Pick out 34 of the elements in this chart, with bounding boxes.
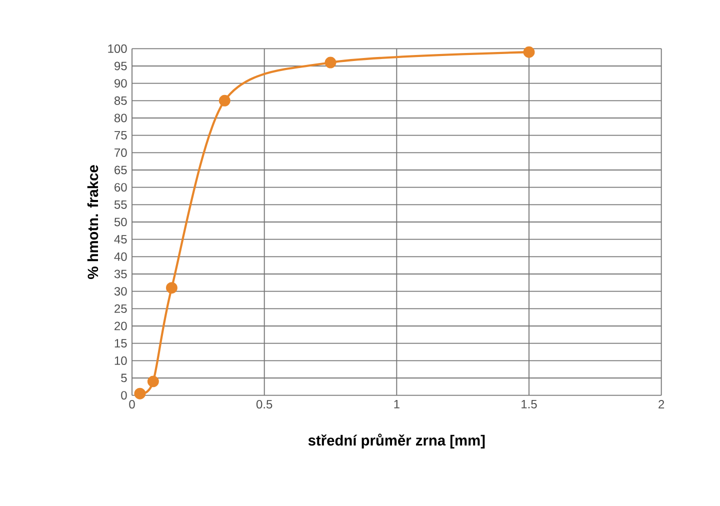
y-tick-label: 60 [114, 183, 127, 192]
y-tick-label: 80 [114, 114, 127, 122]
y-tick-label: 40 [114, 252, 127, 261]
y-tick-label: 0 [121, 391, 127, 400]
y-tick-label: 25 [114, 304, 127, 313]
point [218, 94, 230, 106]
y-tick-label: 55 [114, 200, 127, 209]
y-tick-label: 90 [114, 79, 127, 88]
point [523, 46, 535, 58]
point [324, 56, 336, 68]
x-tick-label: 1 [394, 400, 400, 408]
point [134, 388, 146, 400]
y-tick-label: 45 [114, 235, 127, 244]
y-tick-label: 35 [114, 270, 127, 278]
y-tick-label: 85 [114, 96, 127, 105]
point [166, 282, 178, 294]
y-tick-label: 10 [114, 356, 127, 365]
y-tick-label: 95 [114, 62, 127, 70]
x-tick-label: 2 [658, 400, 664, 408]
y-tick-label: 20 [114, 322, 127, 330]
x-tick-label: 1.5 [522, 400, 537, 408]
x-tick-label: 0 [129, 400, 135, 409]
y-tick-label: 100 [108, 44, 127, 53]
y-tick-label: 30 [114, 287, 127, 296]
y-axis-title: % hmotn. frakce [87, 165, 98, 279]
y-tick-label: 75 [114, 131, 127, 140]
x-axis-title: střední průměr zrna [mm] [308, 434, 485, 448]
point [147, 376, 159, 388]
x-tick-label: 0.5 [256, 400, 272, 409]
y-tick-label: 70 [114, 148, 127, 157]
y-tick-label: 50 [114, 218, 127, 226]
y-tick-label: 15 [114, 339, 127, 348]
y-tick-label: 5 [121, 374, 127, 382]
y-tick-label: 65 [114, 166, 127, 174]
